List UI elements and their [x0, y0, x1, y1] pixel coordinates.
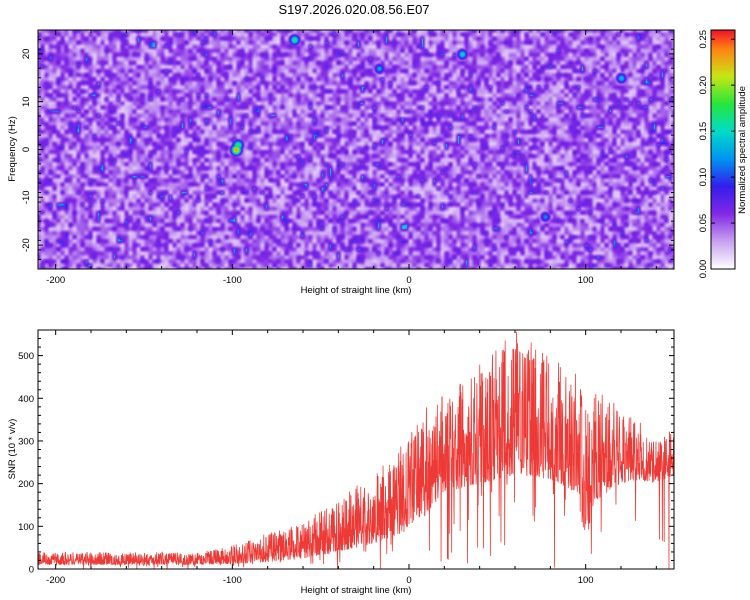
x-tick-label: -100 [223, 275, 242, 286]
x-tick-label: 100 [578, 275, 594, 286]
x-tick-label: -200 [46, 575, 65, 586]
snr-y-axis-label: SNR (10 * v/v) [7, 419, 18, 480]
colorbar-tick-label: 0.10 [698, 168, 709, 187]
snr-panel: -200 -100 0 100 0 100 200 300 400 500 Height of … [7, 329, 675, 596]
chart-title: S197.2026.020.08.56.E07 [278, 2, 429, 17]
y-tick-label: -20 [21, 238, 32, 252]
y-tick-label: 200 [18, 479, 34, 490]
colorbar-frame [710, 29, 736, 270]
spectrogram-y-axis-label: Frequency (Hz) [7, 116, 18, 181]
colorbar-tick-label: 0.05 [698, 214, 709, 233]
spectrogram-image [38, 30, 674, 269]
x-tick-label: 0 [406, 275, 411, 286]
y-tick-label: 500 [18, 351, 34, 362]
y-tick-label: 100 [18, 522, 34, 533]
y-tick-label: 20 [21, 49, 32, 60]
y-tick-label: 0 [29, 565, 34, 576]
colorbar-gradient [711, 30, 735, 269]
x-tick-label: -200 [46, 275, 65, 286]
y-tick-label: 300 [18, 436, 34, 447]
snr-series-line [37, 331, 675, 569]
y-tick-label: 400 [18, 394, 34, 405]
colorbar-tick-label: 0.15 [698, 122, 709, 141]
snr-x-axis-label: Height of straight line (km) [301, 585, 412, 596]
y-tick-label: 0 [21, 147, 32, 152]
spectrogram-x-axis-label: Height of straight line (km) [301, 285, 412, 296]
colorbar-tick-label: 0.00 [698, 260, 709, 279]
y-tick-label: 10 [21, 96, 32, 107]
colorbar-tick-label: 0.20 [698, 76, 709, 95]
colorbar-label: Normalized spectral amplitude [737, 86, 748, 214]
x-tick-label: -100 [223, 575, 242, 586]
y-tick-label: -10 [21, 190, 32, 204]
colorbar-tick-label: 0.25 [698, 30, 709, 49]
colorbar: 0.00 0.05 0.10 0.15 0.20 0.25 Normalized spec… [698, 29, 748, 279]
x-tick-label: 100 [578, 575, 594, 586]
x-tick-label: 0 [406, 575, 411, 586]
